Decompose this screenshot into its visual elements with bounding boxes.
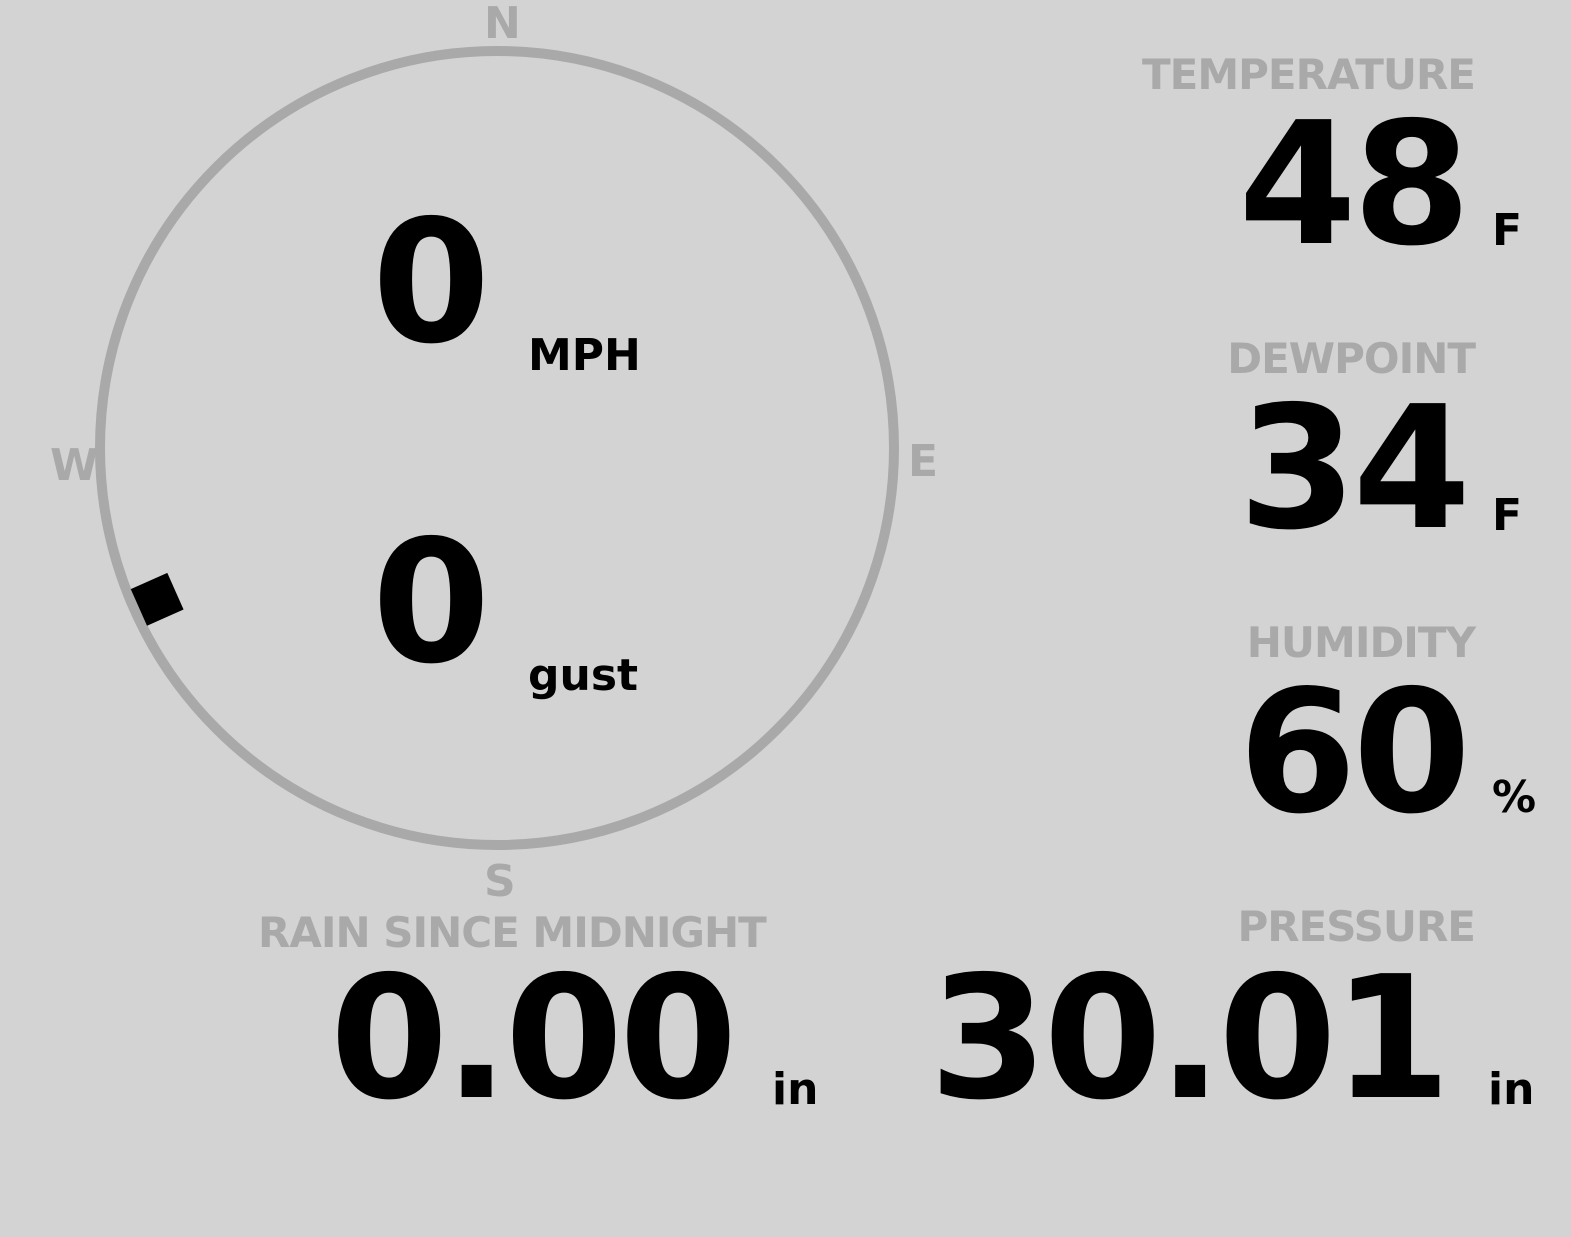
compass-south: S <box>484 856 516 907</box>
wind-speed-value: 0 <box>372 184 490 382</box>
compass-north: N <box>484 0 521 49</box>
pressure-unit: in <box>1488 1064 1535 1115</box>
temperature-value: 48 <box>1238 86 1471 284</box>
rain-value: 0.00 <box>330 940 737 1138</box>
compass-west: W <box>50 440 99 491</box>
wind-direction-marker <box>130 572 184 626</box>
humidity-value: 60 <box>1238 654 1471 852</box>
temperature-unit: F <box>1492 205 1523 256</box>
rain-label: RAIN SINCE MIDNIGHT <box>258 908 767 957</box>
compass-east: E <box>908 436 939 487</box>
dewpoint-value: 34 <box>1238 370 1471 568</box>
pressure-value: 30.01 <box>929 940 1451 1138</box>
compass-ring <box>95 46 899 850</box>
temperature-label: TEMPERATURE <box>1142 50 1476 99</box>
pressure-label: PRESSURE <box>1237 902 1476 951</box>
dewpoint-label: DEWPOINT <box>1227 334 1476 383</box>
wind-gust-unit: gust <box>528 650 639 701</box>
humidity-unit: % <box>1492 772 1537 823</box>
dewpoint-unit: F <box>1492 490 1523 541</box>
wind-gust-value: 0 <box>372 504 490 702</box>
humidity-label: HUMIDITY <box>1246 618 1476 667</box>
rain-unit: in <box>772 1064 819 1115</box>
wind-speed-unit: MPH <box>528 330 641 381</box>
